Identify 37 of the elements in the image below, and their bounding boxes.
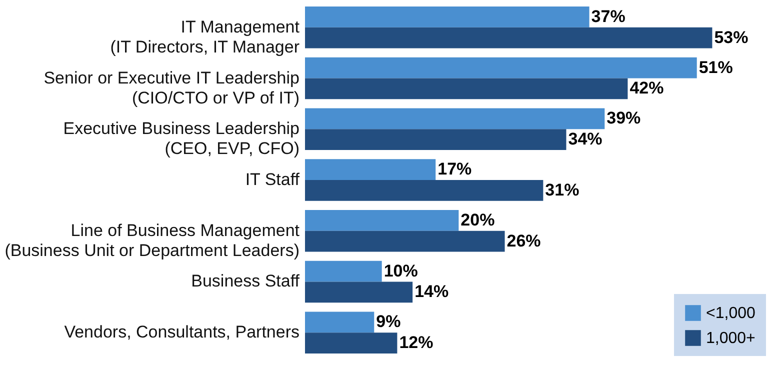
y-tick-label: IT Staff bbox=[245, 170, 300, 189]
data-label: 14% bbox=[414, 282, 449, 302]
bar bbox=[305, 230, 505, 252]
data-label: 10% bbox=[384, 261, 418, 280]
data-label: 53% bbox=[714, 28, 748, 47]
bar bbox=[305, 108, 605, 130]
bar bbox=[305, 282, 413, 303]
y-tick-label: Executive Business Leadership (CEO, EVP, CFO) bbox=[63, 119, 300, 158]
data-label: 51% bbox=[698, 58, 733, 77]
y-tick-label: Vendors, Consultants, Partners bbox=[64, 322, 300, 342]
legend-label: <1,000 bbox=[706, 305, 756, 322]
data-label: 20% bbox=[460, 210, 495, 230]
bar bbox=[305, 27, 712, 48]
data-label: 39% bbox=[606, 108, 641, 128]
bar bbox=[305, 6, 590, 28]
y-tick-label: Senior or Executive IT Leadership (CIO/CTO or VP of IT) bbox=[44, 68, 300, 108]
data-label: 37% bbox=[591, 6, 626, 26]
bar bbox=[305, 210, 459, 231]
legend-label: 1,000+ bbox=[706, 330, 756, 347]
data-label: 42% bbox=[630, 78, 664, 98]
bar bbox=[305, 57, 697, 78]
data-label: 34% bbox=[568, 130, 602, 149]
y-tick-label: Line of Business Management (Business Unit or Department Leaders) bbox=[4, 220, 300, 260]
data-label: 31% bbox=[545, 180, 580, 200]
bar bbox=[305, 78, 628, 100]
bar bbox=[305, 180, 544, 201]
y-tick-label: IT Management (IT Directors, IT Manager bbox=[110, 17, 300, 56]
bar bbox=[305, 260, 382, 282]
bar bbox=[305, 312, 374, 333]
bar bbox=[305, 332, 398, 354]
data-label: 17% bbox=[438, 160, 472, 179]
data-label: 12% bbox=[399, 333, 434, 352]
y-tick-label: Business Staff bbox=[191, 272, 300, 291]
bar bbox=[305, 159, 436, 180]
bar bbox=[305, 129, 566, 150]
data-label: 26% bbox=[506, 231, 541, 250]
data-label: 9% bbox=[376, 312, 401, 332]
